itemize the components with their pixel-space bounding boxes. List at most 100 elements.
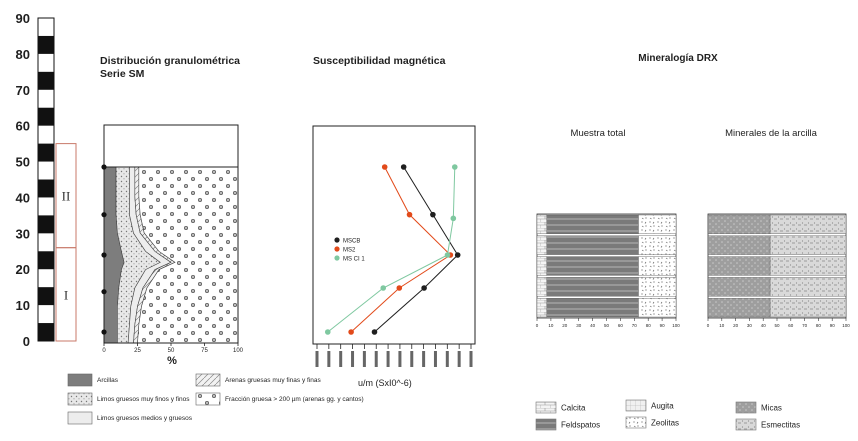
granulometry-x-tick-label: 50 bbox=[168, 348, 175, 354]
susceptibility-legend-label: MS CI 1 bbox=[343, 257, 365, 263]
drx-legend-swatch bbox=[735, 401, 757, 414]
granulometry-legend-label: Arenas gruesas muy finas y finas bbox=[225, 377, 321, 384]
drx-total-segment bbox=[536, 298, 547, 318]
susceptibility-point bbox=[430, 211, 436, 218]
drx-legend-label: Feldspatos bbox=[561, 421, 600, 430]
drx-arcilla-tick-label: 70 bbox=[802, 323, 808, 328]
drx-arcilla-segment bbox=[707, 256, 771, 276]
depth-tick-label: 50 bbox=[16, 155, 30, 170]
granulometry-legend: Arcillas Limos gruesos muy finos y finos L… bbox=[67, 373, 364, 425]
drx-total-segment bbox=[546, 298, 639, 318]
depth-tick-label: 10 bbox=[16, 298, 30, 313]
drx-total-segment bbox=[546, 256, 639, 276]
susceptibility-point bbox=[348, 329, 354, 335]
depth-bar-segment bbox=[38, 143, 54, 162]
susceptibility-point bbox=[450, 215, 457, 222]
depth-tick-label: 60 bbox=[16, 119, 30, 134]
susceptibility-series bbox=[324, 164, 461, 335]
granulometry-legend-label: Limos gruesos muy finos y finos bbox=[97, 396, 190, 403]
granulometry-legend-swatch bbox=[195, 392, 221, 406]
depth-bar-segment bbox=[38, 323, 54, 341]
susceptibility-tick-label bbox=[410, 351, 414, 367]
drx-arcilla-segment bbox=[769, 235, 847, 255]
granulometry-legend-swatch bbox=[67, 392, 93, 406]
susceptibility-point bbox=[444, 252, 451, 258]
drx-arcilla-segment bbox=[769, 256, 847, 276]
drx-total-segment bbox=[536, 277, 547, 297]
stratigraphic-units: III bbox=[55, 143, 77, 342]
drx-arcilla-segment bbox=[769, 214, 847, 234]
susceptibility-legend-marker bbox=[334, 255, 340, 261]
susceptibility-point bbox=[454, 252, 461, 258]
drx-arcilla-tick-label: 60 bbox=[788, 323, 794, 328]
drx-arcilla-tick-label: 80 bbox=[816, 323, 822, 328]
depth-bar-segment bbox=[38, 71, 54, 90]
susceptibility-legend-marker bbox=[334, 246, 340, 252]
drx-arcilla-segment bbox=[769, 277, 847, 297]
drx-total-segment bbox=[546, 214, 639, 234]
susceptibility-tick-label bbox=[327, 351, 331, 367]
drx-total-segment bbox=[536, 214, 547, 234]
drx-panel: Mineralogía DRX Muestra total Minerales … bbox=[535, 53, 850, 431]
susceptibility-tick-label bbox=[374, 351, 378, 367]
depth-tick-label: 90 bbox=[16, 11, 30, 26]
drx-legend-swatch bbox=[535, 418, 557, 431]
granulometry-title-line2: Serie SM bbox=[100, 68, 145, 80]
susceptibility-legend-label: MS2 bbox=[343, 248, 356, 254]
susceptibility-point bbox=[421, 285, 427, 291]
susceptibility-tick-label bbox=[398, 351, 402, 367]
susceptibility-legend-marker bbox=[334, 237, 340, 243]
drx-total-segment bbox=[638, 214, 677, 234]
drx-legend-swatch bbox=[535, 401, 557, 414]
drx-total-segment bbox=[546, 235, 639, 255]
susceptibility-tick-label bbox=[386, 351, 390, 367]
granulometry-x-tick-label: 0 bbox=[102, 348, 106, 354]
unit-label: I bbox=[64, 287, 68, 302]
susceptibility-title: Susceptibilidad magnética bbox=[313, 55, 446, 67]
susceptibility-tick-label bbox=[469, 351, 473, 367]
granulometry-x-unit: % bbox=[167, 355, 177, 367]
drx-arcilla-title: Minerales de la arcilla bbox=[725, 128, 818, 139]
drx-total-segment bbox=[638, 235, 677, 255]
depth-bar-segment bbox=[38, 107, 54, 126]
susceptibility-legend-label: MSCB bbox=[343, 239, 360, 245]
granulometry-legend-label: Fracción gruesa > 200 µm (arenas gg. y c… bbox=[225, 396, 364, 403]
granulometry-sample-dot bbox=[101, 164, 107, 170]
drx-total-tick-label: 80 bbox=[646, 323, 652, 328]
susceptibility-point bbox=[381, 164, 388, 170]
drx-legend-label: Augita bbox=[651, 402, 674, 411]
susceptibility-tick-label bbox=[422, 351, 426, 367]
drx-arcilla-tick-label: 20 bbox=[733, 323, 739, 328]
granulometry-sample-dot bbox=[101, 212, 107, 218]
drx-arcilla-tick-label: 100 bbox=[842, 323, 850, 328]
drx-legend-label: Micas bbox=[761, 404, 782, 413]
granulometry-panel: Distribución granulométrica Serie SM 0 25… bbox=[67, 55, 364, 425]
drx-total-segment bbox=[536, 256, 547, 276]
susceptibility-tick-label bbox=[315, 351, 319, 367]
susceptibility-legend: MSCB MS2 MS CI 1 bbox=[334, 237, 365, 263]
granulometry-sample-dot bbox=[101, 252, 107, 258]
drx-total-tick-label: 60 bbox=[618, 323, 624, 328]
drx-arcilla-tick-label: 90 bbox=[830, 323, 836, 328]
drx-muestra-total-bars: 0 10 20 30 40 50 60 70 80 90 100 bbox=[536, 213, 680, 328]
granulometry-legend-label: Arcillas bbox=[97, 377, 119, 384]
drx-legend-label: Zeolitas bbox=[651, 419, 679, 428]
drx-legend: Calcita Feldspatos Augita Zeolitas Micas Esme… bbox=[535, 399, 800, 431]
drx-arcilla-tick-label: 10 bbox=[719, 323, 725, 328]
drx-legend-swatch bbox=[735, 418, 757, 431]
drx-total-segment bbox=[536, 235, 547, 255]
granulometry-legend-swatch bbox=[195, 373, 221, 387]
susceptibility-point bbox=[380, 285, 387, 291]
granulometry-legend-swatch bbox=[67, 411, 93, 425]
granulometry-x-tick-label: 75 bbox=[201, 348, 208, 354]
susceptibility-point bbox=[396, 285, 403, 291]
susceptibility-x-unit: u/m (SxI0^-6) bbox=[358, 378, 412, 388]
depth-tick-label: 20 bbox=[16, 262, 30, 277]
depth-bar-segment bbox=[38, 35, 54, 54]
drx-total-tick-label: 70 bbox=[632, 323, 638, 328]
susceptibility-tick-label bbox=[362, 351, 366, 367]
susceptibility-tick-label bbox=[339, 351, 343, 367]
drx-total-tick-label: 90 bbox=[660, 323, 666, 328]
depth-checker-bar bbox=[37, 17, 55, 342]
drx-arcilla-segment bbox=[769, 298, 847, 318]
